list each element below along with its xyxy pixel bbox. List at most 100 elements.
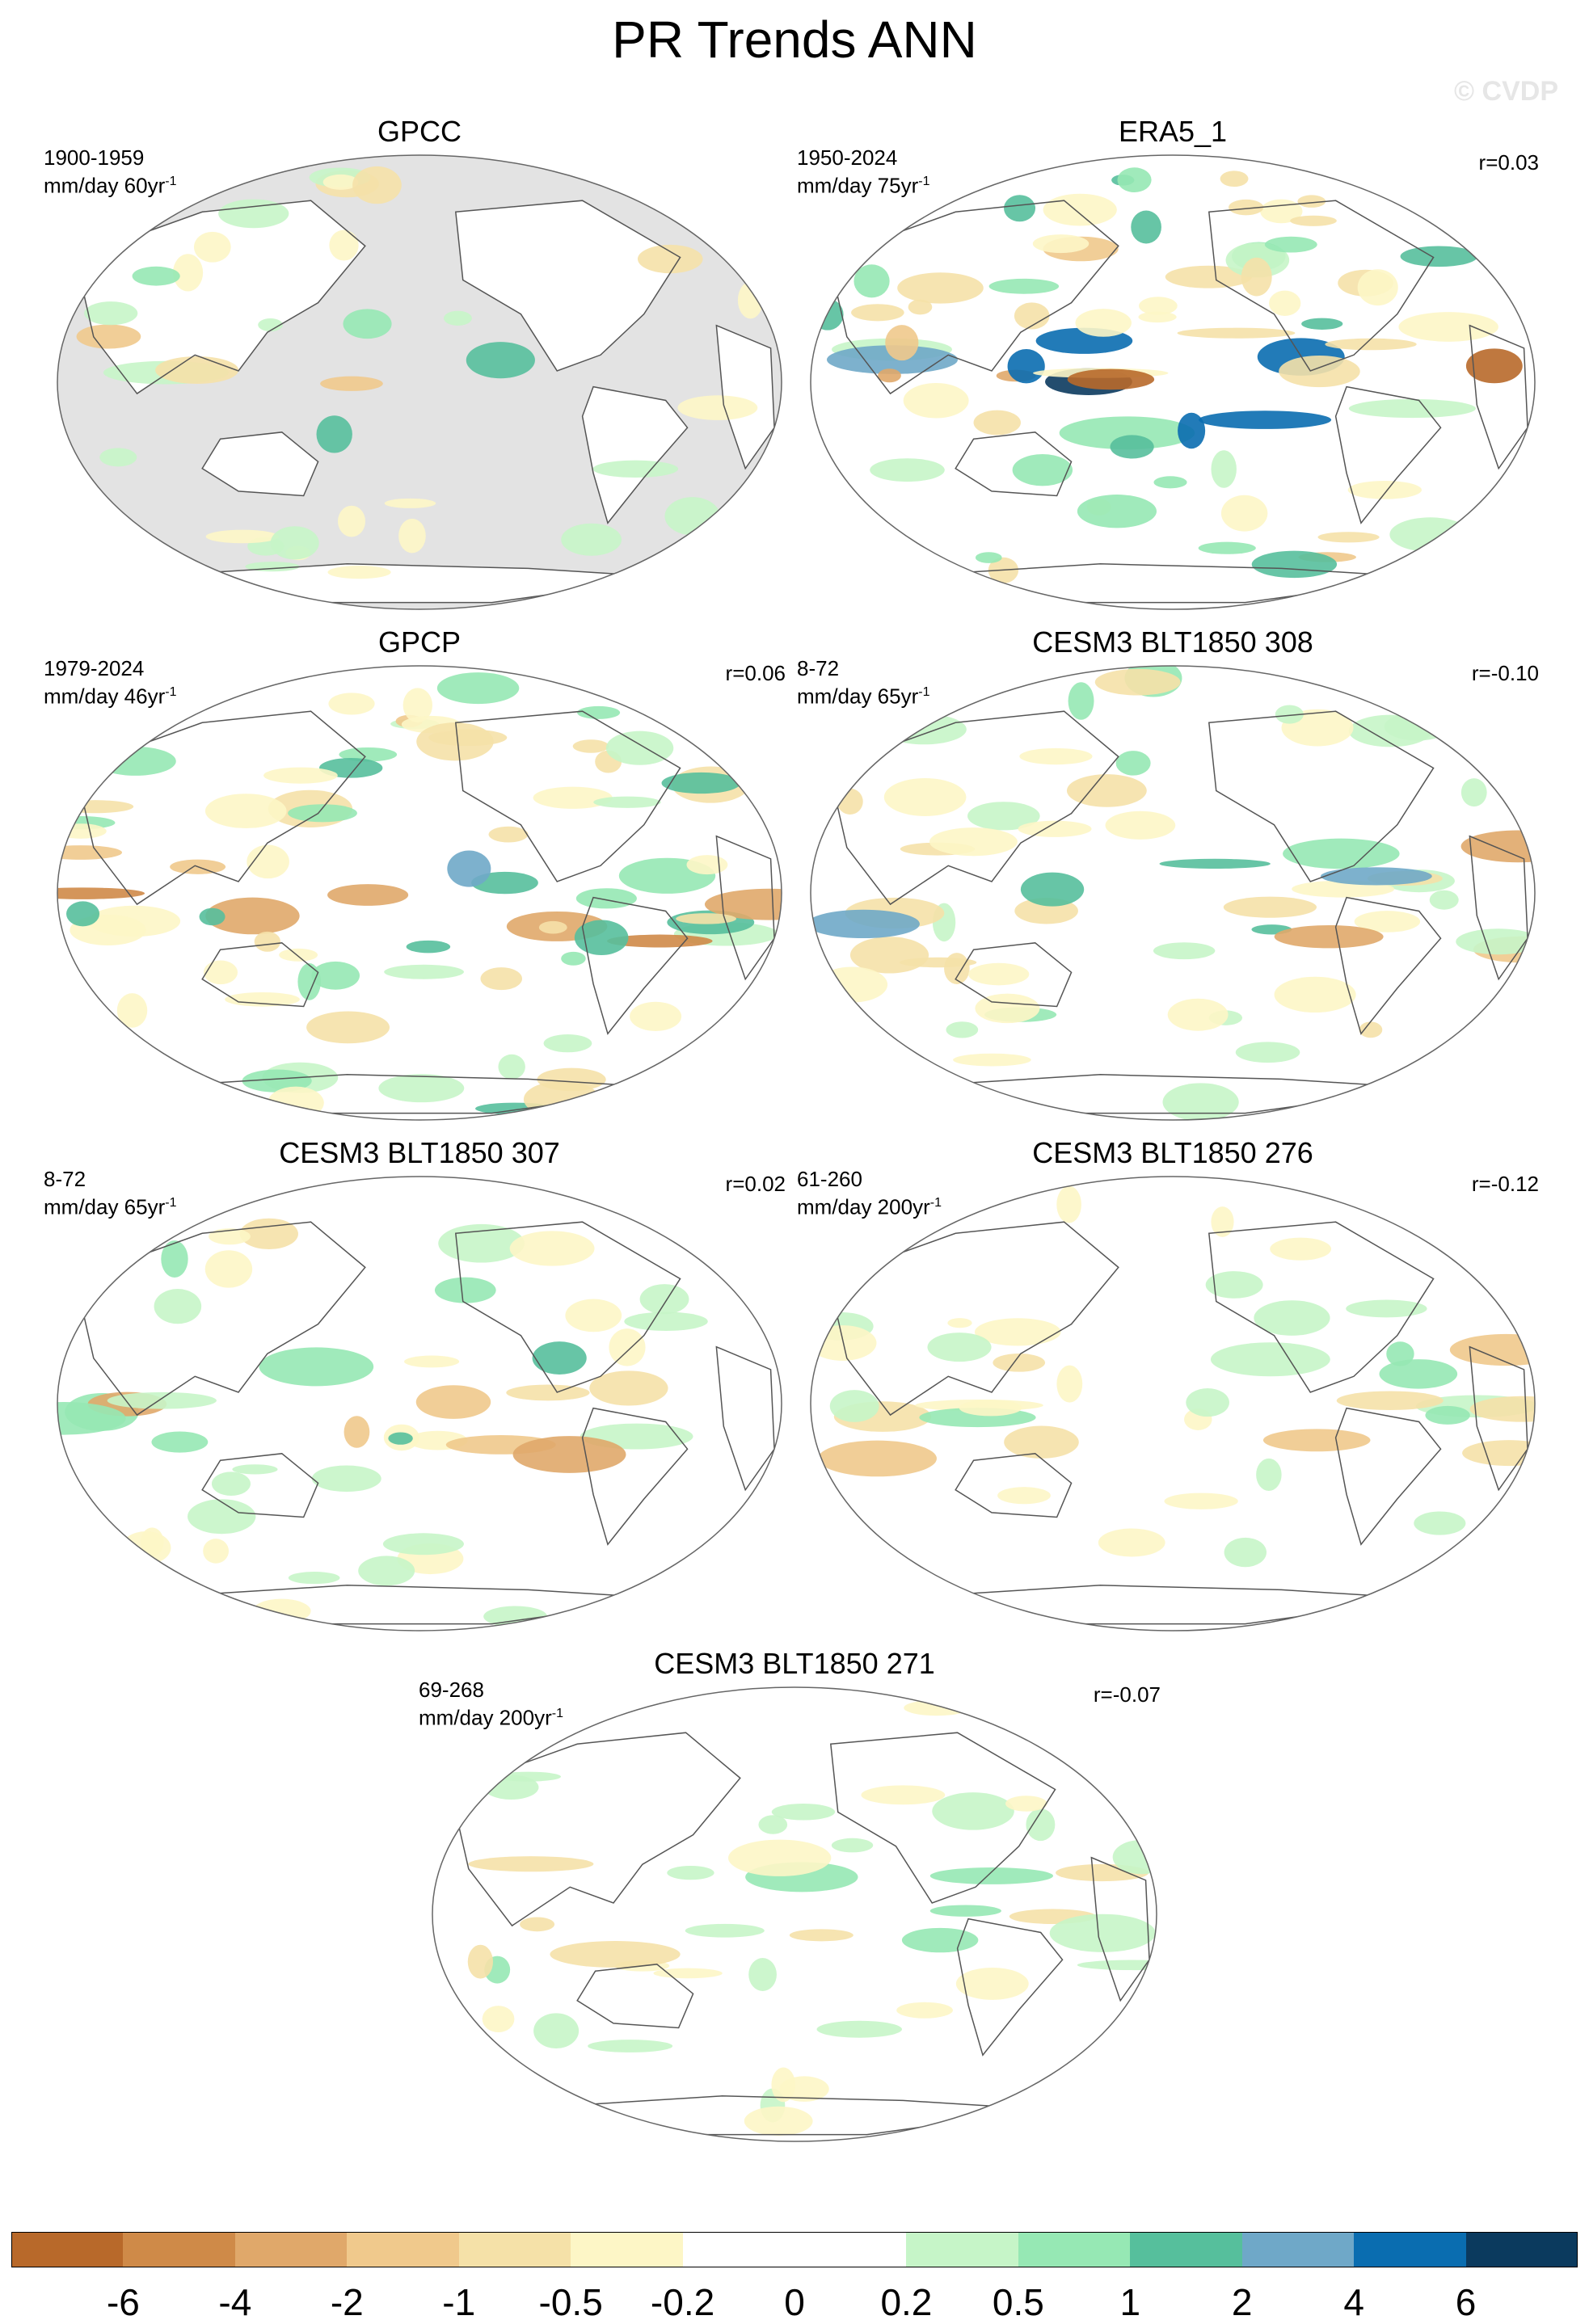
trend-blob [589,1370,668,1406]
trend-blob [748,1958,777,1991]
trend-blob [885,325,919,361]
coastline [74,1221,366,1417]
trend-blob [1262,1429,1371,1452]
trend-blob [466,342,535,379]
trend-blob [1077,495,1157,528]
panel-era5: ERA5_1 1950-2024 mm/day 75yr-1 r=0.03 [797,115,1549,616]
trend-blob [1389,517,1471,552]
trend-blob [849,937,929,974]
trend-blob [120,1531,171,1564]
trend-blob [1094,668,1181,696]
trend-blob [155,356,239,385]
land-fill [455,200,681,371]
trend-blob [205,529,280,544]
trend-blob [434,1277,496,1303]
trend-blob [95,747,176,776]
trend-blob [1205,1271,1263,1299]
colorbar-cell [1130,2232,1243,2267]
trend-blob [444,310,472,326]
panel-units: mm/day 200yr [419,1705,552,1730]
panel-correlation: r=-0.12 [1471,1172,1539,1196]
map-border [810,154,1536,610]
trend-blob [861,1785,946,1805]
trend-blob [447,850,491,887]
map-border [57,154,782,610]
trend-blob [225,991,300,1007]
trend-blob [1075,309,1132,337]
trend-blob [1007,349,1045,384]
coastline [828,1221,1119,1417]
trend-blob [384,964,464,979]
trend-blob [403,688,433,722]
trend-blob [1186,1388,1229,1417]
panel-years: 1950-2024 [797,145,898,170]
trend-blob [1012,453,1073,486]
trend-blob [344,1416,370,1448]
trend-blob [416,722,494,761]
trend-blob [1066,774,1147,807]
coastline [1469,1345,1528,1492]
map-projection [57,1176,782,1631]
trend-blob [1210,1342,1330,1377]
trend-blob [1056,1185,1081,1223]
colorbar-tick-label: -2 [330,2281,364,2323]
coastline [715,835,775,981]
trend-blob [415,1385,491,1419]
coastline [955,1453,1073,1518]
colorbar-cell [571,2232,684,2267]
coastline [1334,385,1442,524]
trend-blob [1264,236,1317,253]
trend-blob [1229,199,1264,216]
trend-blob [997,1487,1051,1505]
trend-blob [232,1464,278,1475]
trend-blob [904,1699,970,1716]
trend-blob [1460,778,1487,807]
trend-blob [1425,1405,1470,1425]
trend-blob [533,786,613,809]
panel-info: 8-72 mm/day 65yr-1 [44,1167,177,1219]
coastline [1469,835,1528,981]
trend-blob [1465,348,1523,384]
trend-blob [1269,290,1301,316]
map-border [57,1176,782,1631]
trend-blob [279,948,318,962]
trend-blob [1274,976,1356,1013]
units-exponent: -1 [165,1196,177,1210]
trend-blob [172,254,204,292]
trend-blob [686,855,728,875]
trend-blob [1386,1341,1414,1366]
colorbar-tick-label: 6 [1455,2281,1477,2323]
trend-blob [953,1053,1031,1067]
trend-blob [66,901,100,927]
trend-blob [322,174,359,190]
trend-blob [811,909,920,939]
trend-blob [605,730,674,765]
panel-title: CESM3 BLT1850 307 [279,1136,560,1169]
panel-years: 61-260 [797,1167,862,1191]
trend-blob [311,961,360,990]
trend-blob [116,993,148,1028]
trend-blob [1354,911,1421,933]
trend-blob [1346,1299,1427,1318]
coastline [201,432,319,497]
trend-blob [771,2067,796,2103]
trend-blob [1224,1537,1267,1568]
coastline [581,1407,689,1546]
panel-correlation: r=0.02 [725,1172,786,1196]
trend-blob [239,1218,298,1250]
trend-blob [288,1572,340,1585]
panel-title: CESM3 BLT1850 308 [1032,625,1313,659]
trend-blob [382,1533,464,1556]
panel-years: 1979-2024 [44,656,145,680]
trend-blob [789,1929,854,1942]
trend-blob [1032,234,1090,254]
trend-blob [151,1431,209,1453]
trend-blob [398,518,426,554]
trend-blob [574,920,629,956]
trend-blob [1279,356,1360,388]
trend-blob [758,1815,788,1834]
trend-blob [161,1240,188,1278]
trend-blob [561,951,586,966]
colorbar-cell [1465,2232,1578,2267]
trend-blob [520,1917,555,1932]
